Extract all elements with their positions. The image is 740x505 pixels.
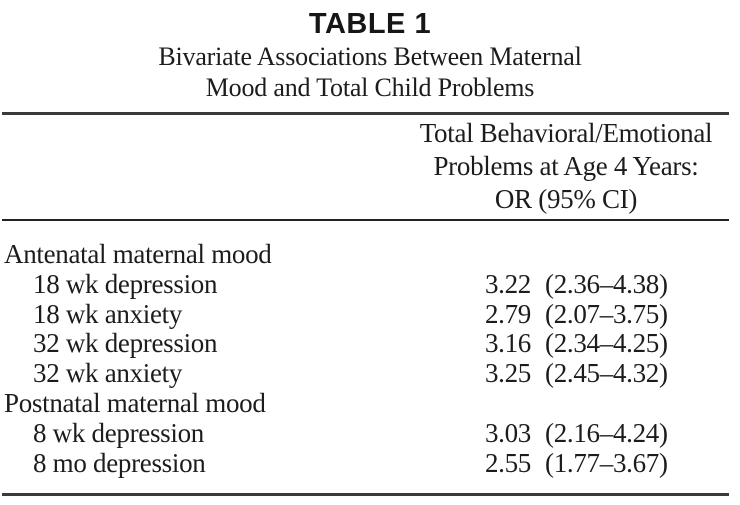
ci-value: (2.34–4.25) [545, 328, 668, 359]
row-label: 8 wk depression [33, 417, 204, 448]
header-rule [2, 219, 729, 221]
ci-value: (2.16–4.24) [545, 417, 668, 448]
row-label: Antenatal maternal mood [4, 239, 272, 269]
ci-value: (2.45–4.32) [545, 358, 668, 389]
ci-value: (2.36–4.38) [545, 268, 668, 299]
table-row: 32 wk depression 3.16 (2.34–4.25) [0, 329, 740, 359]
column-header: Total Behavioral/Emotional Problems at A… [398, 117, 734, 216]
table-row: 18 wk anxiety 2.79 (2.07–3.75) [0, 298, 740, 330]
table-section-row: Antenatal maternal mood [0, 239, 740, 270]
ci-value: (2.07–3.75) [545, 298, 668, 329]
table-row: 8 wk depression 3.03 (2.16–4.24) [0, 417, 740, 449]
table-row: 8 mo depression 2.55 (1.77–3.67) [0, 447, 740, 479]
table-row: 32 wk anxiety 3.25 (2.45–4.32) [0, 358, 740, 389]
column-header-line1: Total Behavioral/Emotional [419, 118, 713, 148]
or-value: 2.55 [484, 447, 531, 478]
or-value: 3.03 [484, 417, 531, 448]
top-rule [2, 112, 729, 115]
row-label: 32 wk depression [33, 328, 218, 359]
column-header-line2: Problems at Age 4 Years: [433, 151, 699, 181]
row-label: 32 wk anxiety [33, 358, 183, 389]
row-label: 18 wk anxiety [33, 298, 183, 329]
ci-value: (1.77–3.67) [545, 447, 668, 478]
row-label: Postnatal maternal mood [4, 387, 266, 418]
table-number-label: TABLE 1 [308, 8, 432, 40]
or-value: 3.25 [484, 358, 531, 389]
table-title: Bivariate Associations Between Maternal … [0, 41, 740, 103]
table-title-line1: Bivariate Associations Between Maternal [158, 42, 582, 71]
row-label: 8 mo depression [33, 447, 206, 478]
or-value: 3.16 [484, 328, 531, 359]
or-value: 3.22 [484, 268, 531, 299]
table-row: 18 wk depression 3.22 (2.36–4.38) [0, 268, 740, 300]
table-title-line2: Mood and Total Child Problems [205, 73, 535, 102]
or-value: 2.79 [484, 298, 531, 329]
column-header-line3: OR (95% CI) [494, 184, 638, 214]
bottom-rule [2, 493, 729, 496]
table-body: Antenatal maternal mood 18 wk depression… [0, 239, 740, 479]
table-section-row: Postnatal maternal mood [0, 387, 740, 419]
row-label: 18 wk depression [33, 268, 218, 299]
